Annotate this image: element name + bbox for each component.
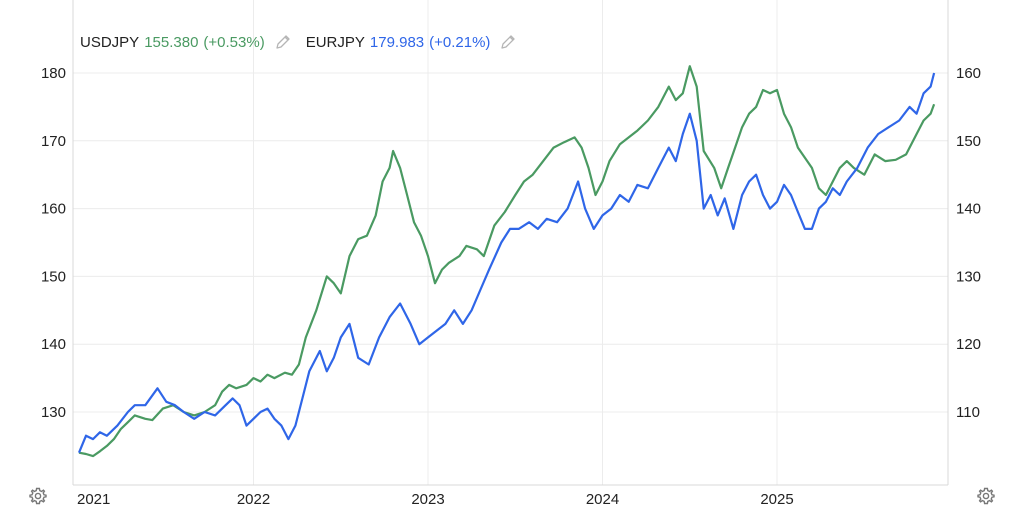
- pencil-icon[interactable]: [499, 33, 517, 51]
- x-tick-label: 2022: [237, 491, 270, 508]
- left-tick-label: 140: [41, 336, 66, 353]
- left-tick-label: 160: [41, 201, 66, 218]
- legend-item-eurjpy[interactable]: EURJPY 179.983 (+0.21%): [306, 33, 518, 51]
- legend-value-usdjpy: 155.380: [144, 33, 199, 51]
- pencil-icon[interactable]: [274, 33, 292, 51]
- right-tick-label: 150: [956, 133, 981, 150]
- right-tick-label: 140: [956, 201, 981, 218]
- left-tick-label: 130: [41, 404, 66, 421]
- x-axis-labels: 2021 2022 2023 2024 2025: [77, 491, 794, 508]
- gear-icon[interactable]: [976, 486, 996, 506]
- left-tick-label: 150: [41, 268, 66, 285]
- series-line-usdjpy: [78, 65, 936, 458]
- x-tick-label: 2021: [77, 491, 110, 508]
- right-axis-labels: 110 120 130 140 150 160: [956, 65, 981, 421]
- left-tick-label: 180: [41, 65, 66, 82]
- legend: USDJPY 155.380 (+0.53%) EURJPY 179.983 (…: [80, 33, 531, 51]
- legend-change-eurjpy: (+0.21%): [429, 33, 491, 51]
- gear-icon[interactable]: [28, 486, 48, 506]
- legend-item-usdjpy[interactable]: USDJPY 155.380 (+0.53%): [80, 33, 292, 51]
- right-tick-label: 160: [956, 65, 981, 82]
- right-tick-label: 110: [956, 404, 980, 421]
- right-tick-label: 130: [956, 268, 981, 285]
- series-line-eurjpy: [77, 72, 936, 454]
- legend-symbol-usdjpy: USDJPY: [80, 33, 140, 51]
- horizontal-gridlines: [73, 72, 948, 413]
- vertical-gridlines: [253, 0, 778, 485]
- legend-change-usdjpy: (+0.53%): [203, 33, 265, 51]
- x-tick-label: 2023: [411, 491, 444, 508]
- right-tick-label: 120: [956, 336, 981, 353]
- series-lines: [77, 65, 936, 458]
- x-tick-label: 2024: [586, 491, 619, 508]
- x-tick-label: 2025: [760, 491, 793, 508]
- legend-value-eurjpy: 179.983: [369, 33, 425, 51]
- legend-symbol-eurjpy: EURJPY: [305, 33, 365, 51]
- left-tick-label: 170: [41, 133, 66, 150]
- left-axis-labels: 130 140 150 160 170 180: [41, 65, 66, 421]
